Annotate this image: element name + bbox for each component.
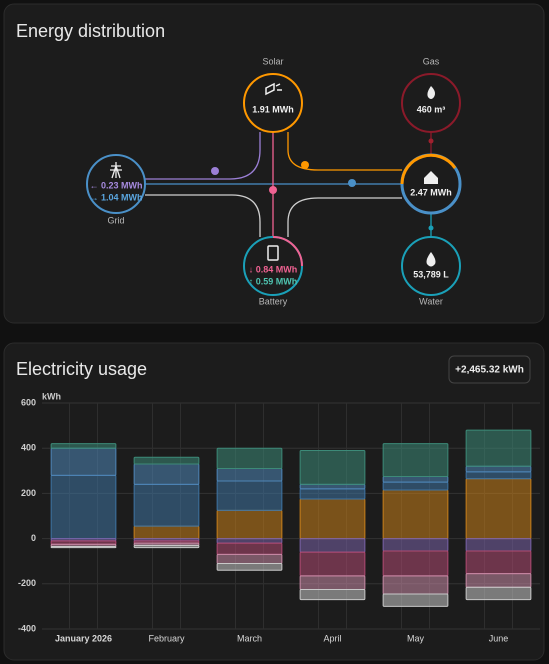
total-badge[interactable] [448, 355, 531, 384]
bar-segment [216, 538, 283, 544]
gas-icon [427, 86, 435, 99]
bar-segment [465, 538, 532, 552]
x-tick-label: April [323, 633, 341, 643]
bar-segment [382, 593, 449, 607]
node-label: Gas [423, 56, 440, 66]
grid-node[interactable] [86, 154, 146, 214]
bar-segment [465, 471, 532, 480]
card-title: Electricity usage [16, 359, 147, 379]
bar-segment [216, 562, 283, 571]
home-ring [400, 153, 457, 185]
bar-segment [216, 447, 283, 470]
node-value: 2.47 MWh [410, 187, 452, 197]
y-tick-label: -400 [18, 623, 36, 633]
bar-segment [382, 550, 449, 577]
x-tick-label: February [148, 633, 185, 643]
bar-segment [382, 443, 449, 477]
bar-segment [216, 480, 283, 511]
bar-segment [133, 456, 200, 465]
bar-segment [382, 538, 449, 552]
grid-return: ← 0.23 MWh [89, 180, 142, 190]
bar-segment [299, 483, 366, 490]
water-icon [426, 252, 436, 267]
grid-consumed: → 1.04 MWh [89, 192, 142, 202]
bar-segment [299, 538, 366, 553]
gas-node[interactable] [401, 73, 461, 133]
bar-segment [299, 551, 366, 577]
x-tick-label: May [407, 633, 425, 643]
flow-dot [428, 225, 434, 231]
bar-segment [382, 481, 449, 491]
x-tick-label: January 2026 [55, 633, 112, 643]
solar-node[interactable] [243, 73, 303, 133]
flow-dot [269, 186, 277, 194]
flow-dot [301, 161, 309, 169]
flow-battery-home [287, 197, 402, 237]
node-value: 53,789 L [413, 269, 449, 279]
flows [145, 132, 432, 237]
y-axis-label: kWh [42, 391, 61, 401]
y-tick-label: 600 [21, 397, 36, 407]
battery-ring [272, 236, 303, 267]
bar-segment [216, 553, 283, 564]
bar-segment [50, 447, 117, 476]
bar-segment [50, 546, 117, 549]
bar-segment [382, 489, 449, 540]
bar-segment [299, 449, 366, 485]
y-tick-label: 0 [31, 533, 36, 543]
bar-segment [133, 463, 200, 485]
bar-segment [465, 550, 532, 575]
bar-segment [465, 465, 532, 473]
bar-segment [133, 483, 200, 527]
x-tick-label: March [237, 633, 262, 643]
y-tick-label: -200 [18, 578, 36, 588]
card-title: Energy distribution [16, 21, 165, 41]
bar-segment [382, 475, 449, 483]
bar-segment [133, 544, 200, 549]
node-label: Grid [107, 215, 124, 225]
bar-segment [216, 468, 283, 482]
node-value: 460 m³ [417, 104, 446, 114]
bar-segment [299, 498, 366, 540]
bar-segment [50, 443, 117, 449]
bar-segment [299, 575, 366, 590]
bar-segment [465, 478, 532, 540]
y-tick-label: 400 [21, 443, 36, 453]
flow-solar-grid [145, 132, 261, 180]
flow-dot [348, 179, 356, 187]
bar-segment [465, 586, 532, 601]
node-label: Water [419, 296, 443, 306]
bar-segment [465, 429, 532, 467]
bar-segment [382, 575, 449, 595]
y-tick-label: 200 [21, 488, 36, 498]
bar-segment [299, 488, 366, 500]
solar-icon [265, 82, 282, 96]
bar-segment [50, 474, 117, 540]
flow-dot [211, 167, 219, 175]
bar-segment [50, 540, 117, 545]
bar-segment [216, 542, 283, 555]
home-icon [424, 171, 438, 184]
flow-dot [428, 138, 434, 144]
bar-segment [299, 588, 366, 601]
bar-segment [133, 525, 200, 540]
flow-solar-home [287, 132, 402, 171]
grid-icon [110, 162, 122, 179]
node-label: Solar [262, 56, 283, 66]
node-label: Battery [259, 296, 288, 306]
bar-segment [465, 573, 532, 588]
battery-out: ↑ 0.59 MWh [249, 276, 298, 286]
node-value: 1.91 MWh [252, 104, 294, 114]
flow-grid-battery [145, 194, 261, 237]
x-tick-label: June [489, 633, 509, 643]
battery-icon [267, 245, 279, 261]
battery-in: ↓ 0.84 MWh [249, 264, 298, 274]
total-value: +2,465.32 kWh [455, 365, 524, 376]
bar-segment [216, 509, 283, 540]
